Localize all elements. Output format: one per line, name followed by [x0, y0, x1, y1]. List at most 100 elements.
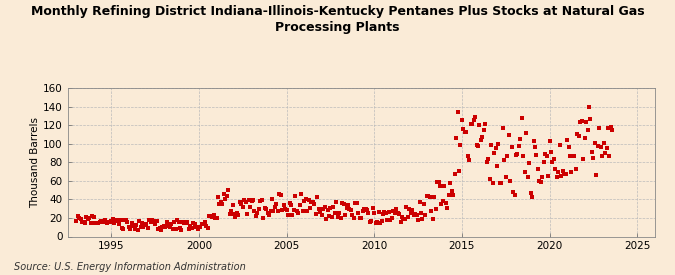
Point [166, 222, 177, 227]
Point [232, 211, 242, 215]
Point [466, 122, 477, 127]
Point [423, 194, 434, 198]
Point [402, 215, 413, 219]
Point [164, 225, 175, 229]
Point [167, 226, 178, 231]
Point [472, 144, 483, 148]
Point [103, 220, 114, 224]
Point [268, 209, 279, 214]
Point [470, 115, 481, 119]
Point [366, 219, 377, 223]
Point [107, 216, 118, 221]
Point [522, 175, 533, 179]
Point [201, 223, 212, 228]
Point [310, 212, 321, 216]
Point [77, 220, 88, 225]
Point [87, 214, 98, 219]
Point [480, 121, 491, 126]
Point [175, 226, 186, 230]
Point [347, 213, 358, 218]
Point [490, 145, 501, 150]
Point [261, 207, 271, 212]
Point [460, 130, 470, 134]
Point [604, 154, 615, 159]
Point [331, 200, 342, 205]
Point [591, 173, 601, 177]
Point [341, 205, 352, 210]
Point [496, 181, 507, 185]
Point [514, 144, 524, 148]
Point [337, 200, 348, 205]
Point [483, 157, 493, 161]
Point [575, 120, 586, 125]
Point [446, 188, 457, 193]
Point [147, 218, 158, 222]
Point [497, 126, 508, 130]
Point [373, 210, 384, 214]
Point [398, 217, 409, 221]
Point [215, 200, 226, 205]
Point [116, 226, 127, 230]
Text: Monthly Refining District Indiana-Illinois-Kentucky Pentanes Plus Stocks at Natu: Monthly Refining District Indiana-Illino… [30, 6, 645, 34]
Point [429, 194, 439, 199]
Point [576, 119, 587, 123]
Point [533, 167, 543, 171]
Point [499, 158, 510, 163]
Point [526, 195, 537, 199]
Point [553, 170, 564, 174]
Point [109, 221, 119, 225]
Point [510, 153, 521, 157]
Point [302, 209, 313, 213]
Point [189, 222, 200, 227]
Point [148, 219, 159, 223]
Point [234, 200, 245, 205]
Point [250, 213, 261, 218]
Point [176, 228, 187, 232]
Point [474, 123, 485, 127]
Point [283, 213, 294, 218]
Point [534, 179, 545, 183]
Point [540, 152, 551, 156]
Point [318, 207, 329, 211]
Point [401, 205, 412, 210]
Point [135, 225, 146, 230]
Point [170, 227, 181, 232]
Point [81, 215, 92, 219]
Point [199, 220, 210, 225]
Point [451, 136, 462, 140]
Point [121, 218, 132, 222]
Point [471, 143, 482, 147]
Point [464, 158, 475, 163]
Point [589, 141, 600, 145]
Point [160, 225, 171, 229]
Point [233, 213, 244, 218]
Point [376, 219, 387, 223]
Point [585, 117, 596, 122]
Point [375, 221, 385, 226]
Point [560, 172, 571, 177]
Point [185, 224, 196, 229]
Point [416, 211, 427, 215]
Point [479, 128, 489, 132]
Point [414, 199, 425, 204]
Point [418, 201, 429, 206]
Point [277, 208, 288, 213]
Point [381, 210, 392, 215]
Point [516, 116, 527, 120]
Point [161, 219, 172, 224]
Point [101, 221, 112, 226]
Point [568, 153, 578, 158]
Point [605, 125, 616, 129]
Point [383, 209, 394, 214]
Point [74, 216, 84, 220]
Point [450, 172, 460, 176]
Point [530, 145, 541, 150]
Point [322, 208, 333, 213]
Point [597, 154, 608, 159]
Point [458, 127, 468, 131]
Point [299, 199, 310, 203]
Point [184, 227, 194, 232]
Point [395, 220, 406, 224]
Point [455, 142, 466, 147]
Point [509, 193, 520, 197]
